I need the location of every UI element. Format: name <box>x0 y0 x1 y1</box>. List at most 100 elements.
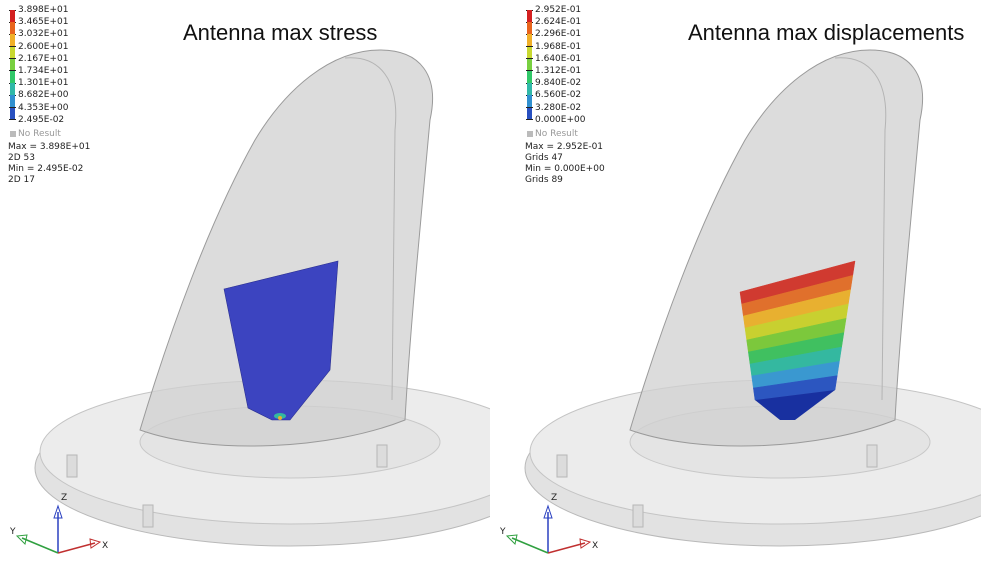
legend-color-swatch <box>10 83 15 96</box>
axis-triad: Z Y X <box>9 493 108 554</box>
x-axis <box>57 542 96 554</box>
legend-color-swatch <box>527 107 532 120</box>
legend-stats: Max = 3.898E+01 2D 53 Min = 2.495E-02 2D… <box>8 142 90 186</box>
legend-entry: 1.734E+01 <box>8 65 90 84</box>
min-location: 2D 17 <box>8 174 35 185</box>
antenna-plate-stress <box>223 260 339 421</box>
legend-tick <box>526 119 533 121</box>
legend-color-swatch <box>527 10 532 23</box>
legend-entry: 6.560E-02 <box>525 89 605 108</box>
legend-scale: 2.952E-01 2.624E-01 2.296E-01 1.968E-01 1.64… <box>525 4 605 126</box>
legend-color-swatch <box>527 70 532 84</box>
fin-edge <box>344 57 397 401</box>
legend-value: 2.600E+01 <box>18 41 69 52</box>
legend-entry: 3.280E-02 <box>525 102 605 120</box>
legend-value: 2.495E-02 <box>18 114 65 125</box>
legend-entry: 3.465E+01 <box>8 16 90 35</box>
axis-triad: Z Y X <box>499 493 598 554</box>
legend-stats: Max = 2.952E-01 Grids 47 Min = 0.000E+00… <box>525 142 605 186</box>
legend-entry: 2.495E-02 <box>8 114 90 126</box>
legend-value: 8.682E+00 <box>18 90 69 101</box>
legend-value: 3.465E+01 <box>18 17 69 28</box>
z-axis-label: Z <box>551 493 557 503</box>
y-axis-arrow-icon <box>505 534 518 545</box>
legend-value: 9.840E-02 <box>535 78 582 89</box>
legend-color-swatch <box>527 58 532 71</box>
legend-color-swatch <box>527 95 532 108</box>
x-axis-arrow-icon <box>89 538 102 549</box>
legend-value: 2.952E-01 <box>535 5 582 15</box>
legend-color-swatch <box>10 70 15 84</box>
legend-color-swatch <box>10 107 15 120</box>
y-axis-label: Y <box>9 527 16 537</box>
z-axis-arrow-icon <box>53 504 63 519</box>
legend-entry: 9.840E-02 <box>525 77 605 96</box>
no-result-swatch <box>10 130 16 137</box>
no-result-entry: No Result <box>525 128 605 140</box>
no-result-label: No Result <box>18 128 61 139</box>
antenna-plate-displacement <box>739 260 856 420</box>
legend-entry: 2.296E-01 <box>525 28 605 47</box>
legend-color-swatch <box>10 22 15 35</box>
contour-legend: 2.952E-01 2.624E-01 2.296E-01 1.968E-01 1.64… <box>525 4 605 186</box>
legend-value: 1.301E+01 <box>18 78 69 89</box>
legend-entry: 2.952E-01 <box>525 4 605 23</box>
antenna-fin <box>629 49 924 447</box>
no-result-label: No Result <box>535 128 578 139</box>
y-axis-label: Y <box>499 527 506 537</box>
legend-entry: 1.640E-01 <box>525 53 605 71</box>
stress-max-point <box>278 416 282 420</box>
contour-legend: 3.898E+01 3.465E+01 3.032E+01 2.600E+01 2.16… <box>8 4 90 186</box>
legend-color-swatch <box>527 22 532 35</box>
legend-color-swatch <box>527 83 532 96</box>
legend-entry: 1.968E-01 <box>525 41 605 59</box>
legend-color-swatch <box>10 95 15 108</box>
z-axis-label: Z <box>61 493 67 503</box>
panel-title: Antenna max stress <box>183 20 378 45</box>
legend-color-swatch <box>527 34 532 47</box>
legend-value: 2.624E-01 <box>535 17 582 28</box>
displacement-band <box>755 390 835 420</box>
legend-color-swatch <box>10 10 15 23</box>
y-axis <box>21 537 59 554</box>
legend-color-swatch <box>527 46 532 59</box>
fin-edge <box>834 57 887 401</box>
min-value: Min = 0.000E+00 <box>525 163 605 174</box>
legend-value: 1.640E-01 <box>535 53 582 64</box>
legend-value: 2.296E-01 <box>535 29 582 40</box>
legend-value: 1.312E-01 <box>535 65 582 76</box>
max-value: Max = 3.898E+01 <box>8 141 91 152</box>
legend-value: 3.898E+01 <box>18 5 69 15</box>
legend-value: 1.968E-01 <box>535 41 582 52</box>
legend-tick <box>9 119 16 121</box>
legend-entry: 8.682E+00 <box>8 89 90 108</box>
x-axis <box>547 542 586 554</box>
legend-value: 4.353E+00 <box>18 102 69 113</box>
displacement-viewport[interactable]: Z Y X <box>490 0 981 565</box>
x-axis-arrow-icon <box>579 538 592 549</box>
x-axis-label: X <box>592 541 598 551</box>
legend-value: 2.167E+01 <box>18 53 69 64</box>
legend-color-swatch <box>10 46 15 59</box>
mount-post <box>376 444 388 468</box>
z-axis-arrow-icon <box>543 504 553 519</box>
y-axis-arrow-icon <box>15 534 28 545</box>
legend-entry: 1.301E+01 <box>8 77 90 96</box>
legend-color-swatch <box>10 58 15 71</box>
displacement-panel: Z Y X Antenna max displacements 2.952E-0… <box>490 0 981 565</box>
legend-entry: 1.312E-01 <box>525 65 605 84</box>
min-location: Grids 89 <box>525 174 563 185</box>
no-result-entry: No Result <box>8 128 90 140</box>
y-axis <box>511 537 549 554</box>
legend-value: 3.032E+01 <box>18 29 69 40</box>
legend-value: 6.560E-02 <box>535 90 582 101</box>
legend-entry: 2.600E+01 <box>8 41 90 59</box>
panel-title: Antenna max displacements <box>688 20 965 45</box>
mount-post <box>632 504 644 528</box>
stress-viewport[interactable]: Z Y X <box>0 0 490 565</box>
legend-value: 1.734E+01 <box>18 65 69 76</box>
mount-post <box>866 444 878 468</box>
mount-post <box>556 454 568 478</box>
no-result-swatch <box>527 130 533 137</box>
max-location: 2D 53 <box>8 152 35 163</box>
